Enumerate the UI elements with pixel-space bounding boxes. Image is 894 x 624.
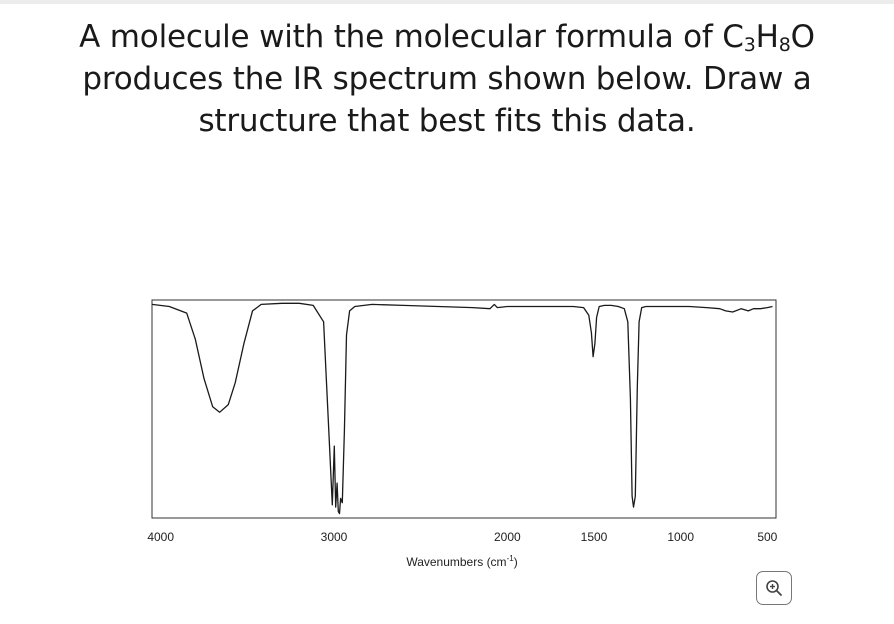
question-line-3: structure that best fits this data. bbox=[198, 103, 696, 139]
zoom-button[interactable] bbox=[756, 571, 792, 605]
x-axis-title-text: Wavenumbers (cm bbox=[406, 555, 506, 569]
spectrum-line bbox=[151, 302, 773, 515]
x-tick-label: 1500 bbox=[581, 530, 608, 544]
x-tick-label: 500 bbox=[757, 530, 777, 544]
formula-o: O bbox=[790, 19, 815, 55]
x-tick-label: 3000 bbox=[321, 530, 348, 544]
x-axis-title-superscript: -1 bbox=[507, 554, 515, 563]
question-line-1-text: A molecule with the molecular formula of… bbox=[79, 19, 744, 55]
plot-frame bbox=[151, 299, 777, 519]
x-tick-label: 2000 bbox=[494, 530, 521, 544]
formula-subscript-3: 3 bbox=[743, 34, 756, 56]
x-tick-label: 4000 bbox=[147, 530, 174, 544]
question-line-1: A molecule with the molecular formula of… bbox=[40, 16, 854, 58]
x-tick-labels: 4000 3000 2000 1500 1000 500 bbox=[147, 530, 777, 544]
question-line-2: produces the IR spectrum shown below. Dr… bbox=[82, 61, 812, 97]
formula-h: H bbox=[755, 19, 779, 55]
formula-subscript-8: 8 bbox=[778, 34, 791, 56]
question-text: A molecule with the molecular formula of… bbox=[40, 16, 854, 142]
x-axis-title: Wavenumbers (cm-1) bbox=[406, 554, 517, 569]
top-divider bbox=[0, 0, 894, 4]
x-axis-title-end: ) bbox=[514, 555, 518, 569]
x-tick-label: 1000 bbox=[667, 530, 694, 544]
zoom-in-icon bbox=[766, 580, 782, 596]
